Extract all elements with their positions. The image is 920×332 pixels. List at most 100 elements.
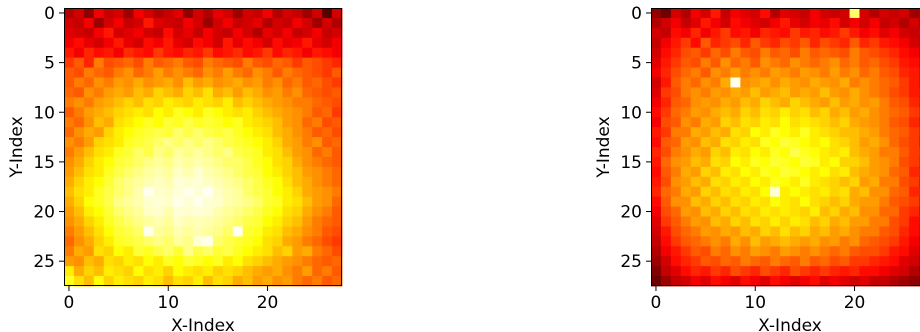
heatmap-cell	[879, 97, 890, 108]
heatmap-cell	[83, 137, 95, 148]
heatmap-cell	[819, 176, 831, 188]
heatmap-cell	[660, 147, 672, 158]
heatmap-cell	[203, 57, 214, 68]
heatmap-cell	[859, 166, 870, 178]
heatmap-cell	[680, 107, 692, 118]
heatmap-cell	[322, 196, 333, 207]
heatmap-cell	[203, 67, 214, 78]
heatmap-cell	[809, 256, 821, 267]
heatmap-cell	[73, 127, 85, 138]
heatmap-cell	[680, 236, 692, 247]
heatmap-cell	[651, 166, 662, 178]
heatmap-cell	[123, 127, 134, 138]
heatmap-cell	[133, 256, 144, 267]
heatmap-cell	[849, 87, 860, 98]
heatmap-cell	[690, 176, 702, 188]
heatmap-cell	[670, 216, 682, 227]
heatmap-cell	[750, 226, 761, 237]
heatmap-cell	[64, 117, 75, 128]
heatmap-cell	[899, 8, 910, 19]
heatmap-cell	[760, 246, 771, 257]
heatmap-cell	[700, 276, 711, 287]
heatmap-cell	[829, 166, 841, 178]
heatmap-cell	[909, 166, 920, 178]
heatmap-cell	[222, 87, 234, 98]
heatmap-cell	[690, 67, 702, 78]
heatmap-cell	[292, 47, 303, 59]
heatmap-cell	[133, 77, 144, 88]
heatmap-cell	[252, 166, 263, 178]
heatmap-cell	[153, 107, 164, 118]
y-tick-label: 15	[620, 153, 642, 173]
heatmap-cell	[899, 37, 910, 49]
heatmap-cell	[819, 256, 831, 267]
heatmap-cell	[282, 196, 293, 207]
heatmap-cell	[809, 226, 821, 237]
heatmap-cell	[133, 47, 144, 59]
heatmap-cell	[203, 276, 214, 287]
heatmap-cell	[73, 117, 85, 128]
heatmap-cell	[690, 87, 702, 98]
heatmap-cell	[73, 137, 85, 148]
heatmap-cell	[332, 186, 343, 198]
heatmap-cell	[740, 17, 751, 29]
heatmap-cell	[83, 67, 95, 78]
heatmap-cell	[332, 166, 343, 178]
heatmap-cell	[113, 117, 124, 128]
heatmap-cell	[292, 246, 303, 257]
heatmap-cell	[750, 236, 761, 247]
heatmap-cell	[302, 57, 313, 68]
heatmap-cell	[730, 117, 741, 128]
heatmap-cell	[64, 27, 75, 39]
heatmap-cell	[193, 147, 204, 158]
heatmap-cell	[163, 77, 174, 88]
heatmap-cell	[193, 137, 204, 148]
heatmap-cell	[819, 127, 831, 138]
heatmap-cell	[143, 147, 154, 158]
heatmap-cell	[710, 77, 721, 88]
heatmap-cell	[859, 37, 870, 49]
heatmap-cell	[770, 266, 781, 277]
heatmap-cell	[869, 236, 880, 247]
heatmap-cell	[222, 147, 234, 158]
heatmap-cell	[660, 266, 672, 277]
heatmap-cell	[660, 37, 672, 49]
heatmap-cell	[670, 87, 682, 98]
heatmap-cell	[740, 216, 751, 227]
heatmap-cell	[899, 47, 910, 59]
heatmap-cell	[193, 107, 204, 118]
heatmap-cell	[720, 97, 731, 108]
heatmap-cell	[322, 77, 333, 88]
heatmap-cell	[710, 276, 721, 287]
heatmap-cell	[859, 236, 870, 247]
heatmap-cell	[720, 276, 731, 287]
heatmap-cell	[302, 8, 313, 19]
heatmap-cell	[64, 236, 75, 247]
heatmap-cell	[123, 176, 134, 188]
heatmap-cell	[103, 176, 115, 188]
heatmap-cell	[312, 166, 323, 178]
heatmap-cell	[651, 246, 662, 257]
heatmap-cell	[133, 87, 144, 98]
heatmap-cell	[302, 246, 313, 257]
heatmap-cell	[760, 147, 771, 158]
heatmap-cell	[690, 156, 702, 168]
heatmap-cell	[262, 166, 273, 178]
heatmap-cell	[103, 186, 115, 198]
x-tick-label: 10	[157, 293, 179, 313]
heatmap-cell	[262, 206, 273, 217]
heatmap-cell	[700, 216, 711, 227]
heatmap-cell	[859, 117, 870, 128]
heatmap-cell	[282, 226, 293, 237]
heatmap-cell	[262, 226, 273, 237]
heatmap-cell	[232, 27, 244, 39]
heatmap-cell	[292, 117, 303, 128]
heatmap-cell	[909, 47, 920, 59]
heatmap-cell	[133, 276, 144, 287]
heatmap-cell	[780, 47, 791, 59]
heatmap-cell	[710, 117, 721, 128]
heatmap-cell	[163, 256, 174, 267]
heatmap-cell	[103, 107, 115, 118]
heatmap-cell	[272, 67, 283, 78]
